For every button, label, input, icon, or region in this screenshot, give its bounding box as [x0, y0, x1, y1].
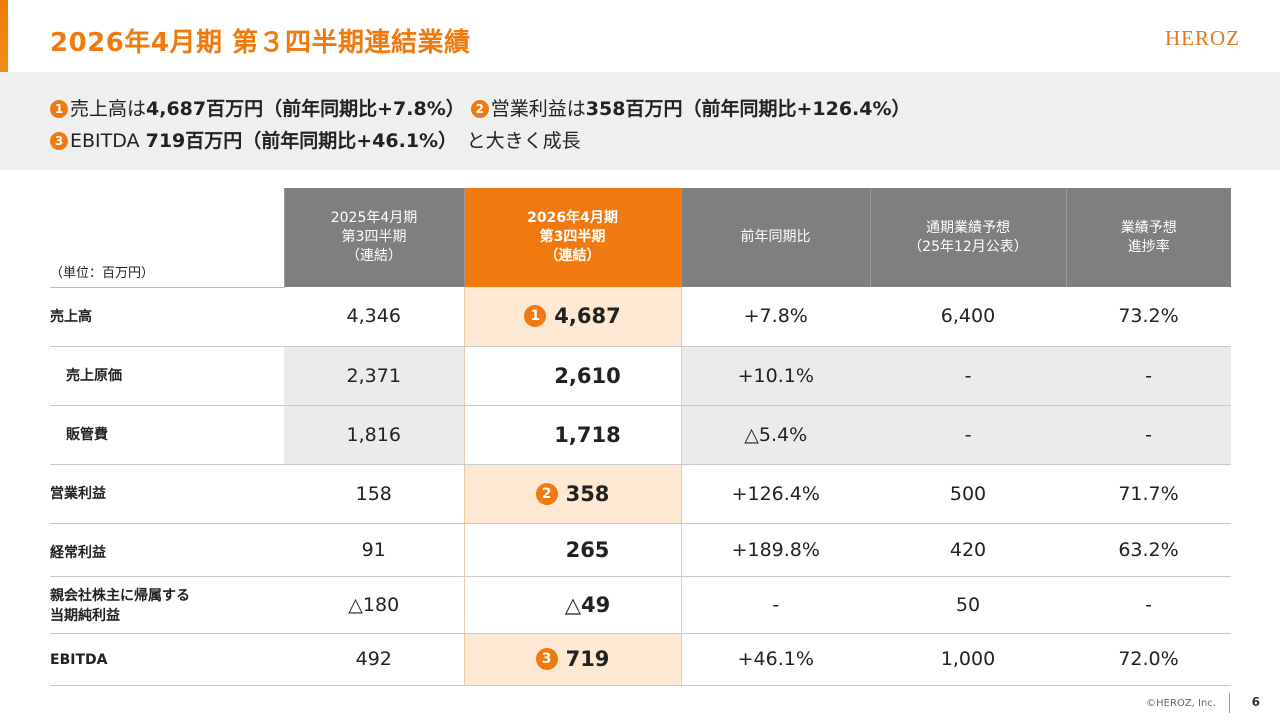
cell-forecast: 6,400 — [870, 287, 1066, 347]
number-badge-3: 3 — [50, 132, 68, 150]
cell-progress: 63.2% — [1066, 523, 1231, 577]
cell-yoy: +10.1% — [681, 346, 870, 406]
cell-progress: - — [1066, 405, 1231, 465]
col-header-forecast: 通期業績予想 （25年12月公表） — [869, 188, 1066, 287]
number-badge-2: 2 — [535, 482, 558, 505]
cell-current: 2,610 — [463, 346, 682, 406]
summary-text: EBITDA — [70, 130, 146, 152]
cell-progress: - — [1066, 346, 1231, 406]
table-row-sga: 販管費 1,816 1,718 △5.4% - - — [50, 405, 1231, 465]
summary-box: 1 売上高は4,687百万円（前年同期比+7.8%） 2 営業利益は358百万円（前… — [0, 72, 1280, 170]
cell-forecast: 1,000 — [870, 633, 1066, 686]
row-label: 営業利益 — [50, 464, 284, 524]
summary-text: 営業利益は — [490, 98, 586, 120]
summary-value: 4,687百万円（前年同期比+7.8%） — [146, 98, 465, 120]
row-label: EBITDA — [50, 633, 284, 686]
col-header-prev-year: 2025年4月期 第3四半期 （連結） — [283, 188, 464, 287]
cell-yoy: +126.4% — [681, 464, 870, 524]
cell-prev: 492 — [284, 633, 464, 686]
cell-prev: 2,371 — [284, 346, 464, 406]
cell-forecast: 500 — [870, 464, 1066, 524]
cell-yoy: +7.8% — [681, 287, 870, 347]
cell-forecast: - — [870, 346, 1066, 406]
col-header-yoy: 前年同期比 — [680, 188, 870, 287]
unit-label: （単位：百万円） — [50, 188, 284, 288]
table-row-operating-profit: 営業利益 158 2 358 +126.4% 500 71.7% — [50, 464, 1231, 524]
cell-progress: - — [1066, 576, 1231, 634]
number-badge-2: 2 — [470, 100, 489, 118]
number-badge-3: 3 — [535, 648, 558, 670]
page-title: 2026年4月期 第３四半期連結業績 — [50, 28, 471, 58]
cell-current: 265 — [463, 523, 682, 577]
row-label: 売上高 — [50, 287, 284, 347]
cell-progress: 72.0% — [1066, 633, 1231, 686]
cell-yoy: △5.4% — [681, 405, 870, 465]
cell-prev: △180 — [284, 576, 464, 634]
cell-current: △49 — [463, 576, 682, 634]
cell-progress: 71.7% — [1066, 464, 1231, 524]
cell-yoy: +46.1% — [681, 633, 870, 686]
summary-line-1: 1 売上高は4,687百万円（前年同期比+7.8%） 2 営業利益は358百万円（前… — [50, 94, 911, 121]
cell-forecast: 50 — [870, 576, 1066, 634]
col-header-progress: 業績予想 進捗率 — [1065, 188, 1231, 287]
table-row-cost-of-sales: 売上原価 2,371 2,610 +10.1% - - — [50, 346, 1231, 406]
cell-prev: 4,346 — [284, 287, 464, 347]
table-row-ordinary-profit: 経常利益 91 265 +189.8% 420 63.2% — [50, 523, 1231, 577]
row-label: 売上原価 — [50, 346, 284, 406]
summary-text: と大きく成長 — [447, 130, 581, 152]
cell-yoy: +189.8% — [681, 523, 870, 577]
cell-prev: 91 — [284, 523, 464, 577]
table-row-revenue: 売上高 4,346 1 4,687 +7.8% 6,400 73.2% — [50, 287, 1231, 347]
number-badge-1: 1 — [524, 305, 547, 328]
summary-line-2: 3 EBITDA 719百万円（前年同期比+46.1%） と大きく成長 — [50, 126, 581, 153]
col-header-current-year: 2026年4月期 第3四半期 （連結） — [463, 188, 681, 287]
financial-results-table: （単位：百万円） 2025年4月期 第3四半期 （連結） 2026年4月期 第3… — [50, 188, 1231, 686]
cell-progress: 73.2% — [1066, 287, 1231, 347]
row-label: 経常利益 — [50, 523, 284, 577]
row-label: 親会社株主に帰属する 当期純利益 — [50, 576, 284, 634]
summary-value: 719百万円（前年同期比+46.1%） — [145, 130, 448, 152]
summary-text: 売上高は — [70, 98, 147, 120]
page-number: 6 — [1251, 695, 1260, 709]
cell-current: 1 4,687 — [463, 287, 682, 347]
cell-current: 3 719 — [463, 633, 682, 686]
cell-current: 2 358 — [463, 464, 682, 524]
cell-yoy: - — [681, 576, 870, 634]
copyright: ©HEROZ, Inc. — [1146, 698, 1216, 709]
heroz-logo: HEROZ — [1165, 26, 1240, 50]
cell-forecast: - — [870, 405, 1066, 465]
table-header-row: （単位：百万円） 2025年4月期 第3四半期 （連結） 2026年4月期 第3… — [50, 188, 1231, 288]
cell-prev: 1,816 — [284, 405, 464, 465]
cell-current: 1,718 — [463, 405, 682, 465]
row-label: 販管費 — [50, 405, 284, 465]
cell-forecast: 420 — [870, 523, 1066, 577]
table-row-net-income: 親会社株主に帰属する 当期純利益 △180 △49 - 50 - — [50, 576, 1231, 634]
cell-prev: 158 — [284, 464, 464, 524]
number-badge-1: 1 — [50, 100, 68, 118]
summary-value: 358百万円（前年同期比+126.4%） — [585, 98, 911, 120]
footer-divider — [1229, 693, 1230, 713]
table-row-ebitda: EBITDA 492 3 719 +46.1% 1,000 72.0% — [50, 633, 1231, 686]
